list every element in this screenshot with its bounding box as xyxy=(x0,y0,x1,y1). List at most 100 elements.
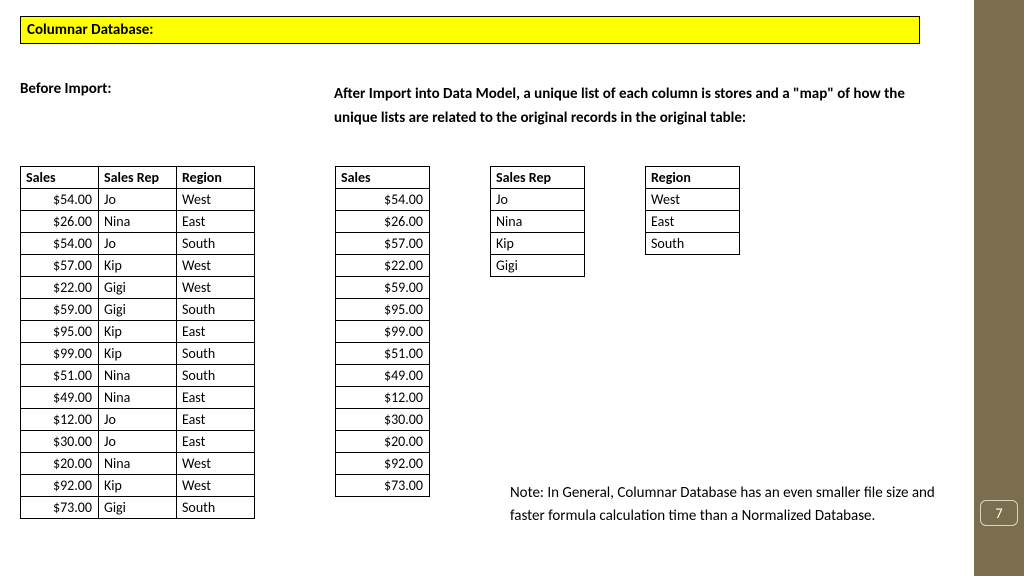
table-row: $54.00 xyxy=(336,189,430,211)
cell: Kip xyxy=(99,255,177,277)
table-row: $57.00KipWest xyxy=(21,255,255,277)
cell: $49.00 xyxy=(21,387,99,409)
cell: $20.00 xyxy=(21,453,99,475)
table-row: $54.00JoWest xyxy=(21,189,255,211)
col-header-rep: Sales Rep xyxy=(99,167,177,189)
cell: Nina xyxy=(99,211,177,233)
table-row: $95.00 xyxy=(336,299,430,321)
cell: $22.00 xyxy=(21,277,99,299)
cell: $20.00 xyxy=(336,431,430,453)
cell: Gigi xyxy=(99,277,177,299)
cell: South xyxy=(177,343,255,365)
table-row: $26.00NinaEast xyxy=(21,211,255,233)
cell: Kip xyxy=(491,233,585,255)
cell: South xyxy=(177,233,255,255)
table-row: $54.00JoSouth xyxy=(21,233,255,255)
cell: $92.00 xyxy=(21,475,99,497)
cell: West xyxy=(177,453,255,475)
table-row: East xyxy=(646,211,740,233)
cell: West xyxy=(177,255,255,277)
table-row: $12.00JoEast xyxy=(21,409,255,431)
cell: Jo xyxy=(99,189,177,211)
col-header-region-unique: Region xyxy=(646,167,740,189)
page-number-badge: 7 xyxy=(980,500,1018,526)
cell: Kip xyxy=(99,321,177,343)
after-label: After Import into Data Model, a unique l… xyxy=(334,82,934,130)
slide-content: Columnar Database: Before Import: After … xyxy=(20,16,960,122)
cell: East xyxy=(646,211,740,233)
cell: $92.00 xyxy=(336,453,430,475)
table-row: Jo xyxy=(491,189,585,211)
rep-column-table: Sales Rep JoNinaKipGigi xyxy=(490,166,585,277)
cell: $54.00 xyxy=(21,233,99,255)
col-header-sales: Sales xyxy=(21,167,99,189)
cell: $12.00 xyxy=(336,387,430,409)
cell: Jo xyxy=(99,431,177,453)
table-row: $99.00KipSouth xyxy=(21,343,255,365)
cell: $95.00 xyxy=(336,299,430,321)
cell: East xyxy=(177,321,255,343)
before-table: Sales Sales Rep Region $54.00JoWest$26.0… xyxy=(20,166,255,519)
footnote: Note: In General, Columnar Database has … xyxy=(510,482,950,527)
cell: Gigi xyxy=(99,299,177,321)
cell: $26.00 xyxy=(336,211,430,233)
table-row: $30.00 xyxy=(336,409,430,431)
cell: Nina xyxy=(491,211,585,233)
region-column-table: Region WestEastSouth xyxy=(645,166,740,255)
cell: $51.00 xyxy=(21,365,99,387)
table-row: $99.00 xyxy=(336,321,430,343)
cell: West xyxy=(177,277,255,299)
table-row: Nina xyxy=(491,211,585,233)
cell: West xyxy=(646,189,740,211)
table-row: $30.00JoEast xyxy=(21,431,255,453)
cell: East xyxy=(177,409,255,431)
cell: East xyxy=(177,387,255,409)
table-row: $92.00KipWest xyxy=(21,475,255,497)
table-row: West xyxy=(646,189,740,211)
cell: $73.00 xyxy=(336,475,430,497)
table-row: $73.00 xyxy=(336,475,430,497)
sales-column-table: Sales $54.00$26.00$57.00$22.00$59.00$95.… xyxy=(335,166,430,497)
table-row: $51.00NinaSouth xyxy=(21,365,255,387)
cell: South xyxy=(177,365,255,387)
cell: $49.00 xyxy=(336,365,430,387)
cell: Gigi xyxy=(99,497,177,519)
cell: West xyxy=(177,189,255,211)
cell: $54.00 xyxy=(21,189,99,211)
table-row: $73.00GigiSouth xyxy=(21,497,255,519)
cell: Nina xyxy=(99,387,177,409)
cell: South xyxy=(646,233,740,255)
cell: $30.00 xyxy=(336,409,430,431)
cell: $22.00 xyxy=(336,255,430,277)
table-row: $26.00 xyxy=(336,211,430,233)
cell: Nina xyxy=(99,453,177,475)
table-row: South xyxy=(646,233,740,255)
cell: Gigi xyxy=(491,255,585,277)
cell: Kip xyxy=(99,475,177,497)
side-stripe xyxy=(974,0,1024,576)
tables-row: Sales Sales Rep Region $54.00JoWest$26.0… xyxy=(20,166,740,519)
cell: South xyxy=(177,497,255,519)
cell: $59.00 xyxy=(21,299,99,321)
table-row: $51.00 xyxy=(336,343,430,365)
table-row: Gigi xyxy=(491,255,585,277)
cell: $54.00 xyxy=(336,189,430,211)
col-header-sales-unique: Sales xyxy=(336,167,430,189)
cell: $95.00 xyxy=(21,321,99,343)
cell: $99.00 xyxy=(336,321,430,343)
table-row: $59.00GigiSouth xyxy=(21,299,255,321)
cell: East xyxy=(177,211,255,233)
cell: $57.00 xyxy=(336,233,430,255)
table-row: $95.00KipEast xyxy=(21,321,255,343)
cell: $26.00 xyxy=(21,211,99,233)
page-number: 7 xyxy=(995,505,1002,522)
cell: $12.00 xyxy=(21,409,99,431)
col-header-rep-unique: Sales Rep xyxy=(491,167,585,189)
cell: East xyxy=(177,431,255,453)
table-row: $57.00 xyxy=(336,233,430,255)
cell: Jo xyxy=(99,233,177,255)
table-row: $49.00NinaEast xyxy=(21,387,255,409)
cell: $59.00 xyxy=(336,277,430,299)
cell: Jo xyxy=(99,409,177,431)
title-bar: Columnar Database: xyxy=(20,16,920,44)
